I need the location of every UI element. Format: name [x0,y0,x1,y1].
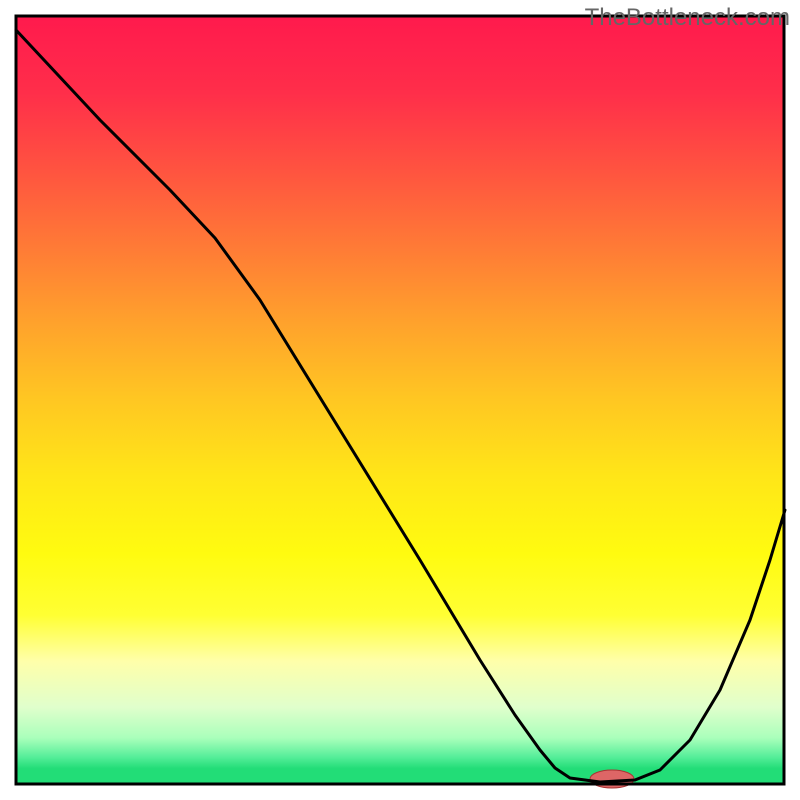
watermark-label: TheBottleneck.com [585,4,790,32]
chart-canvas [0,0,800,800]
gradient-background [16,16,784,784]
bottleneck-chart: TheBottleneck.com [0,0,800,800]
